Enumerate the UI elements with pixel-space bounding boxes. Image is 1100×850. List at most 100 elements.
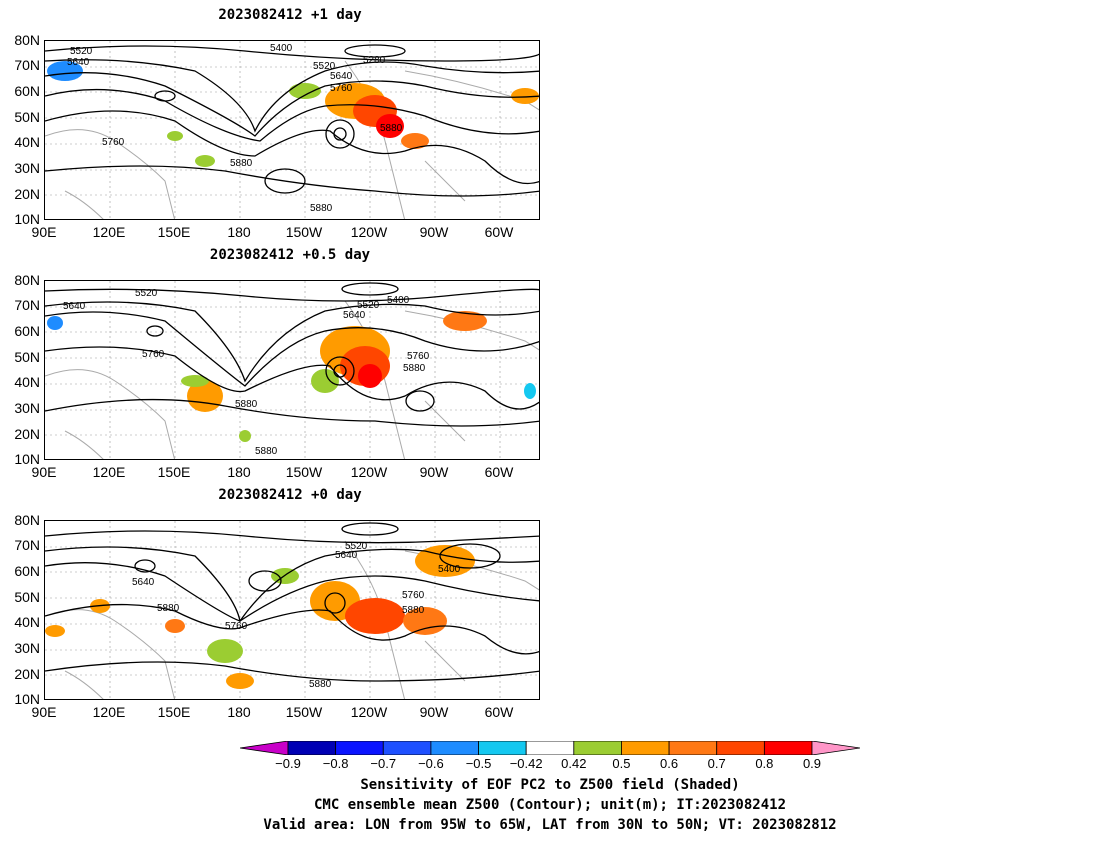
map-plus-0-5-day: 5520 5640 5400 5520 5640 5760 5760 5880 …: [44, 280, 540, 460]
lat-label: 70N: [14, 57, 40, 73]
z500-contours: [45, 282, 539, 427]
gridlines: [45, 41, 539, 219]
contour-label: 5880: [235, 399, 258, 410]
colorbar-label: 0.42: [561, 756, 587, 771]
lon-label: 90W: [419, 224, 449, 240]
contour-label: 5640: [330, 71, 353, 82]
contour-label: 5880: [309, 679, 332, 690]
lat-label: 50N: [14, 349, 40, 365]
colorbar: [240, 741, 860, 755]
lon-label: 90W: [419, 464, 449, 480]
lat-label: 50N: [14, 109, 40, 125]
contour-label: 5520: [345, 541, 368, 552]
contour-label: 5640: [335, 550, 358, 561]
colorbar-cell: [430, 741, 479, 755]
colorbar-cell: [287, 741, 337, 755]
caption-line-3: Valid area: LON from 95W to 65W, LAT fro…: [263, 817, 837, 833]
contour-label: 5520: [357, 300, 380, 311]
lat-label: 10N: [14, 211, 40, 227]
contour-label: 5880: [380, 123, 403, 134]
lat-label: 10N: [14, 691, 40, 707]
gridlines: [45, 281, 539, 459]
lat-label: 30N: [14, 160, 40, 176]
colorbar-cell: [573, 741, 622, 755]
lat-label: 30N: [14, 400, 40, 416]
lat-label: 80N: [14, 32, 40, 48]
colorbar-label: 0.5: [612, 756, 631, 771]
lon-label: 150W: [285, 464, 323, 480]
contour-label: 5520: [135, 288, 158, 299]
lon-label: 120W: [350, 224, 388, 240]
colorbar-label: 0.7: [707, 756, 726, 771]
contour-label: 5400: [438, 564, 461, 575]
contour-label: 5520: [313, 61, 336, 72]
caption-line-2: CMC ensemble mean Z500 (Contour); unit(m…: [313, 797, 786, 813]
lon-label: 180: [227, 464, 251, 480]
map-svg-1: 5520 5640 5400 5280 5520 5640 5760 5880 …: [45, 41, 539, 219]
lat-label: 40N: [14, 614, 40, 630]
contour-label: 5880: [403, 363, 426, 374]
lon-label: 120E: [92, 464, 126, 480]
map-svg-3: 5520 5640 5400 5640 5880 5760 5760 5880 …: [45, 521, 539, 699]
contour-label: 5760: [225, 621, 248, 632]
panel-title: 2023082412 +1 day: [218, 7, 362, 23]
lon-label: 60W: [484, 464, 514, 480]
contour-label: 5400: [387, 295, 410, 306]
colorbar-cell: [811, 741, 860, 755]
lat-label: 50N: [14, 589, 40, 605]
sensitivity-shading: [47, 61, 539, 167]
lat-label: 70N: [14, 297, 40, 313]
contour-label: 5880: [230, 158, 253, 169]
colorbar-cell: [335, 741, 384, 755]
lon-label: 180: [227, 224, 251, 240]
colorbar-label: −0.5: [465, 756, 492, 771]
contour-label: 5640: [132, 577, 155, 588]
z500-contours: [45, 522, 539, 682]
panel-title: 2023082412 +0 day: [218, 487, 362, 503]
lon-label: 120E: [92, 224, 126, 240]
colorbar-cell: [621, 741, 670, 755]
colorbar-label: −0.7: [370, 756, 397, 771]
lat-label: 60N: [14, 563, 40, 579]
lat-label: 20N: [14, 426, 40, 442]
sensitivity-shading: [45, 545, 475, 689]
coastlines: [45, 300, 539, 459]
colorbar-cell: [668, 741, 718, 755]
colorbar-label: −0.42: [509, 756, 543, 771]
lon-label: 90E: [31, 224, 57, 240]
contour-label: 5760: [407, 351, 430, 362]
colorbar-label: −0.8: [322, 756, 349, 771]
contour-label: 5280: [363, 55, 386, 66]
lon-label: 150W: [285, 224, 323, 240]
lat-label: 80N: [14, 272, 40, 288]
contour-label: 5520: [70, 46, 93, 57]
lat-label: 70N: [14, 537, 40, 553]
lon-label: 60W: [484, 704, 514, 720]
contour-label: 5760: [402, 590, 425, 601]
panel-title: 2023082412 +0.5 day: [209, 247, 371, 263]
colorbar-label: 0.9: [802, 756, 822, 771]
lat-label: 80N: [14, 512, 40, 528]
lon-label: 90E: [31, 704, 57, 720]
contour-labels: 5520 5640 5400 5520 5640 5760 5760 5880 …: [63, 288, 430, 457]
lon-label: 150E: [157, 224, 191, 240]
lat-label: 20N: [14, 186, 40, 202]
sensitivity-shading: [47, 311, 536, 442]
colorbar-cells: [240, 741, 860, 755]
contour-label: 5760: [330, 83, 353, 94]
lat-label: 10N: [14, 451, 40, 467]
lat-label: 20N: [14, 666, 40, 682]
colorbar-label: 0.8: [755, 756, 774, 771]
contour-labels: 5520 5640 5400 5640 5880 5760 5760 5880 …: [132, 541, 461, 690]
lat-label: 60N: [14, 83, 40, 99]
colorbar-label: −0.6: [418, 756, 444, 771]
contour-label: 5640: [63, 301, 86, 312]
lon-label: 60W: [484, 224, 514, 240]
contour-label: 5640: [343, 310, 366, 321]
lon-label: 120W: [350, 704, 388, 720]
map-plus-1-day: 5520 5640 5400 5280 5520 5640 5760 5880 …: [44, 40, 540, 220]
colorbar-cell: [716, 741, 765, 755]
lon-label: 90W: [419, 704, 449, 720]
contour-label: 5640: [67, 57, 90, 68]
colorbar-cell: [382, 741, 432, 755]
